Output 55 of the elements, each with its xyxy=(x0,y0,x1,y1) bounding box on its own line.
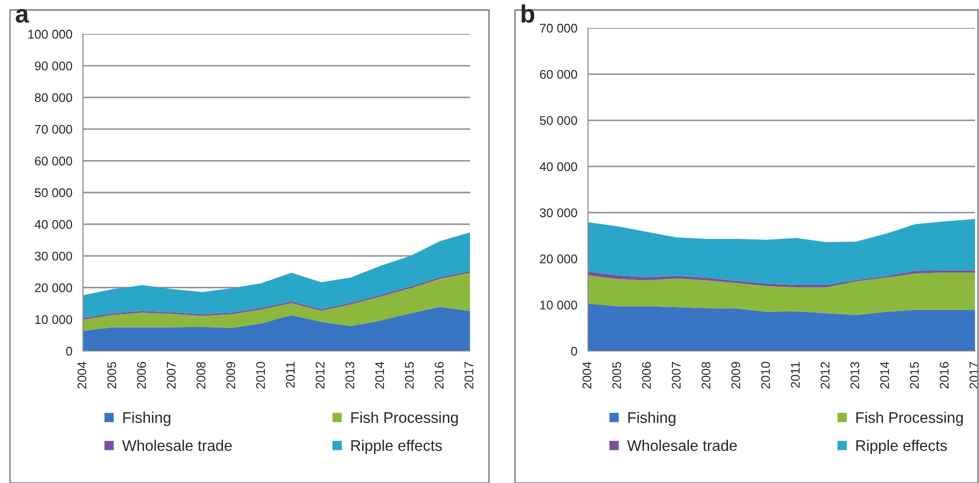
x-tick-label: 2007 xyxy=(166,362,176,389)
y-tick-label: 30 000 xyxy=(540,208,578,218)
x-tick-label: 2015 xyxy=(404,362,414,389)
x-tick-label: 2010 xyxy=(256,362,265,389)
x-tick-label: 2006 xyxy=(137,362,146,389)
legend-label: Fish Processing xyxy=(351,412,458,426)
x-tick-label: 2005 xyxy=(612,362,622,389)
y-tick-label: 10 000 xyxy=(540,300,578,310)
x-tick-label: 2005 xyxy=(107,362,116,389)
x-tick-label: 2016 xyxy=(940,362,949,389)
legend-label: Fish Processing xyxy=(856,412,963,426)
x-tick-label: 2004 xyxy=(582,362,592,389)
x-tick-label: 2008 xyxy=(196,362,206,389)
y-tick-label: 30 000 xyxy=(34,252,72,261)
x-tick-label: 2008 xyxy=(702,362,710,389)
y-tick-label: 50 000 xyxy=(34,188,72,198)
legend-label: Ripple effects xyxy=(856,440,947,454)
legend-label: Fishing xyxy=(628,412,676,426)
y-tick-label: 40 000 xyxy=(34,220,72,229)
y-tick-label: 90 000 xyxy=(34,62,72,70)
y-tick-label: 20 000 xyxy=(540,254,578,264)
text: a xyxy=(16,9,30,23)
x-tick-label: 2011 xyxy=(286,362,295,388)
x-tick-label: 2007 xyxy=(672,362,681,389)
y-tick-label: 60 000 xyxy=(540,70,578,79)
x-tick-label: 2011 xyxy=(790,362,800,388)
y-tick-label: 0 xyxy=(66,346,72,356)
legend-label: Fishing xyxy=(123,412,170,426)
y-tick-label: 40 000 xyxy=(540,162,578,172)
y-tick-label: 60 000 xyxy=(34,156,72,166)
x-tick-label: 2004 xyxy=(78,362,86,389)
x-tick-label: 2016 xyxy=(434,362,444,389)
y-tick-label: 20 000 xyxy=(34,283,72,292)
x-tick-label: 2010 xyxy=(761,362,770,389)
y-tick-label: 50 000 xyxy=(540,116,578,125)
y-tick-label: 10 000 xyxy=(35,315,72,324)
y-tick-label: 70 000 xyxy=(34,124,72,134)
x-tick-label: 2009 xyxy=(226,362,236,389)
x-tick-label: 2017 xyxy=(464,362,474,389)
x-tick-label: 2014 xyxy=(375,362,384,389)
y-tick-label: 70 000 xyxy=(540,24,578,33)
y-tick-label: 0 xyxy=(571,346,578,356)
x-tick-label: 2015 xyxy=(910,362,919,389)
x-tick-label: 2014 xyxy=(880,362,890,389)
x-tick-label: 2012 xyxy=(820,362,830,389)
x-tick-label: 2013 xyxy=(345,362,354,389)
legend-label: Wholesale trade xyxy=(122,440,232,451)
x-tick-label: 2012 xyxy=(316,362,325,389)
x-tick-label: 2006 xyxy=(642,362,651,389)
legend-label: Wholesale trade xyxy=(627,440,737,451)
legend-label: Ripple effects xyxy=(351,440,442,454)
y-tick-label: 100 000 xyxy=(28,30,72,39)
y-tick-label: 80 000 xyxy=(34,93,72,102)
x-tick-label: 2013 xyxy=(850,362,860,389)
x-tick-label: 2009 xyxy=(731,362,740,389)
